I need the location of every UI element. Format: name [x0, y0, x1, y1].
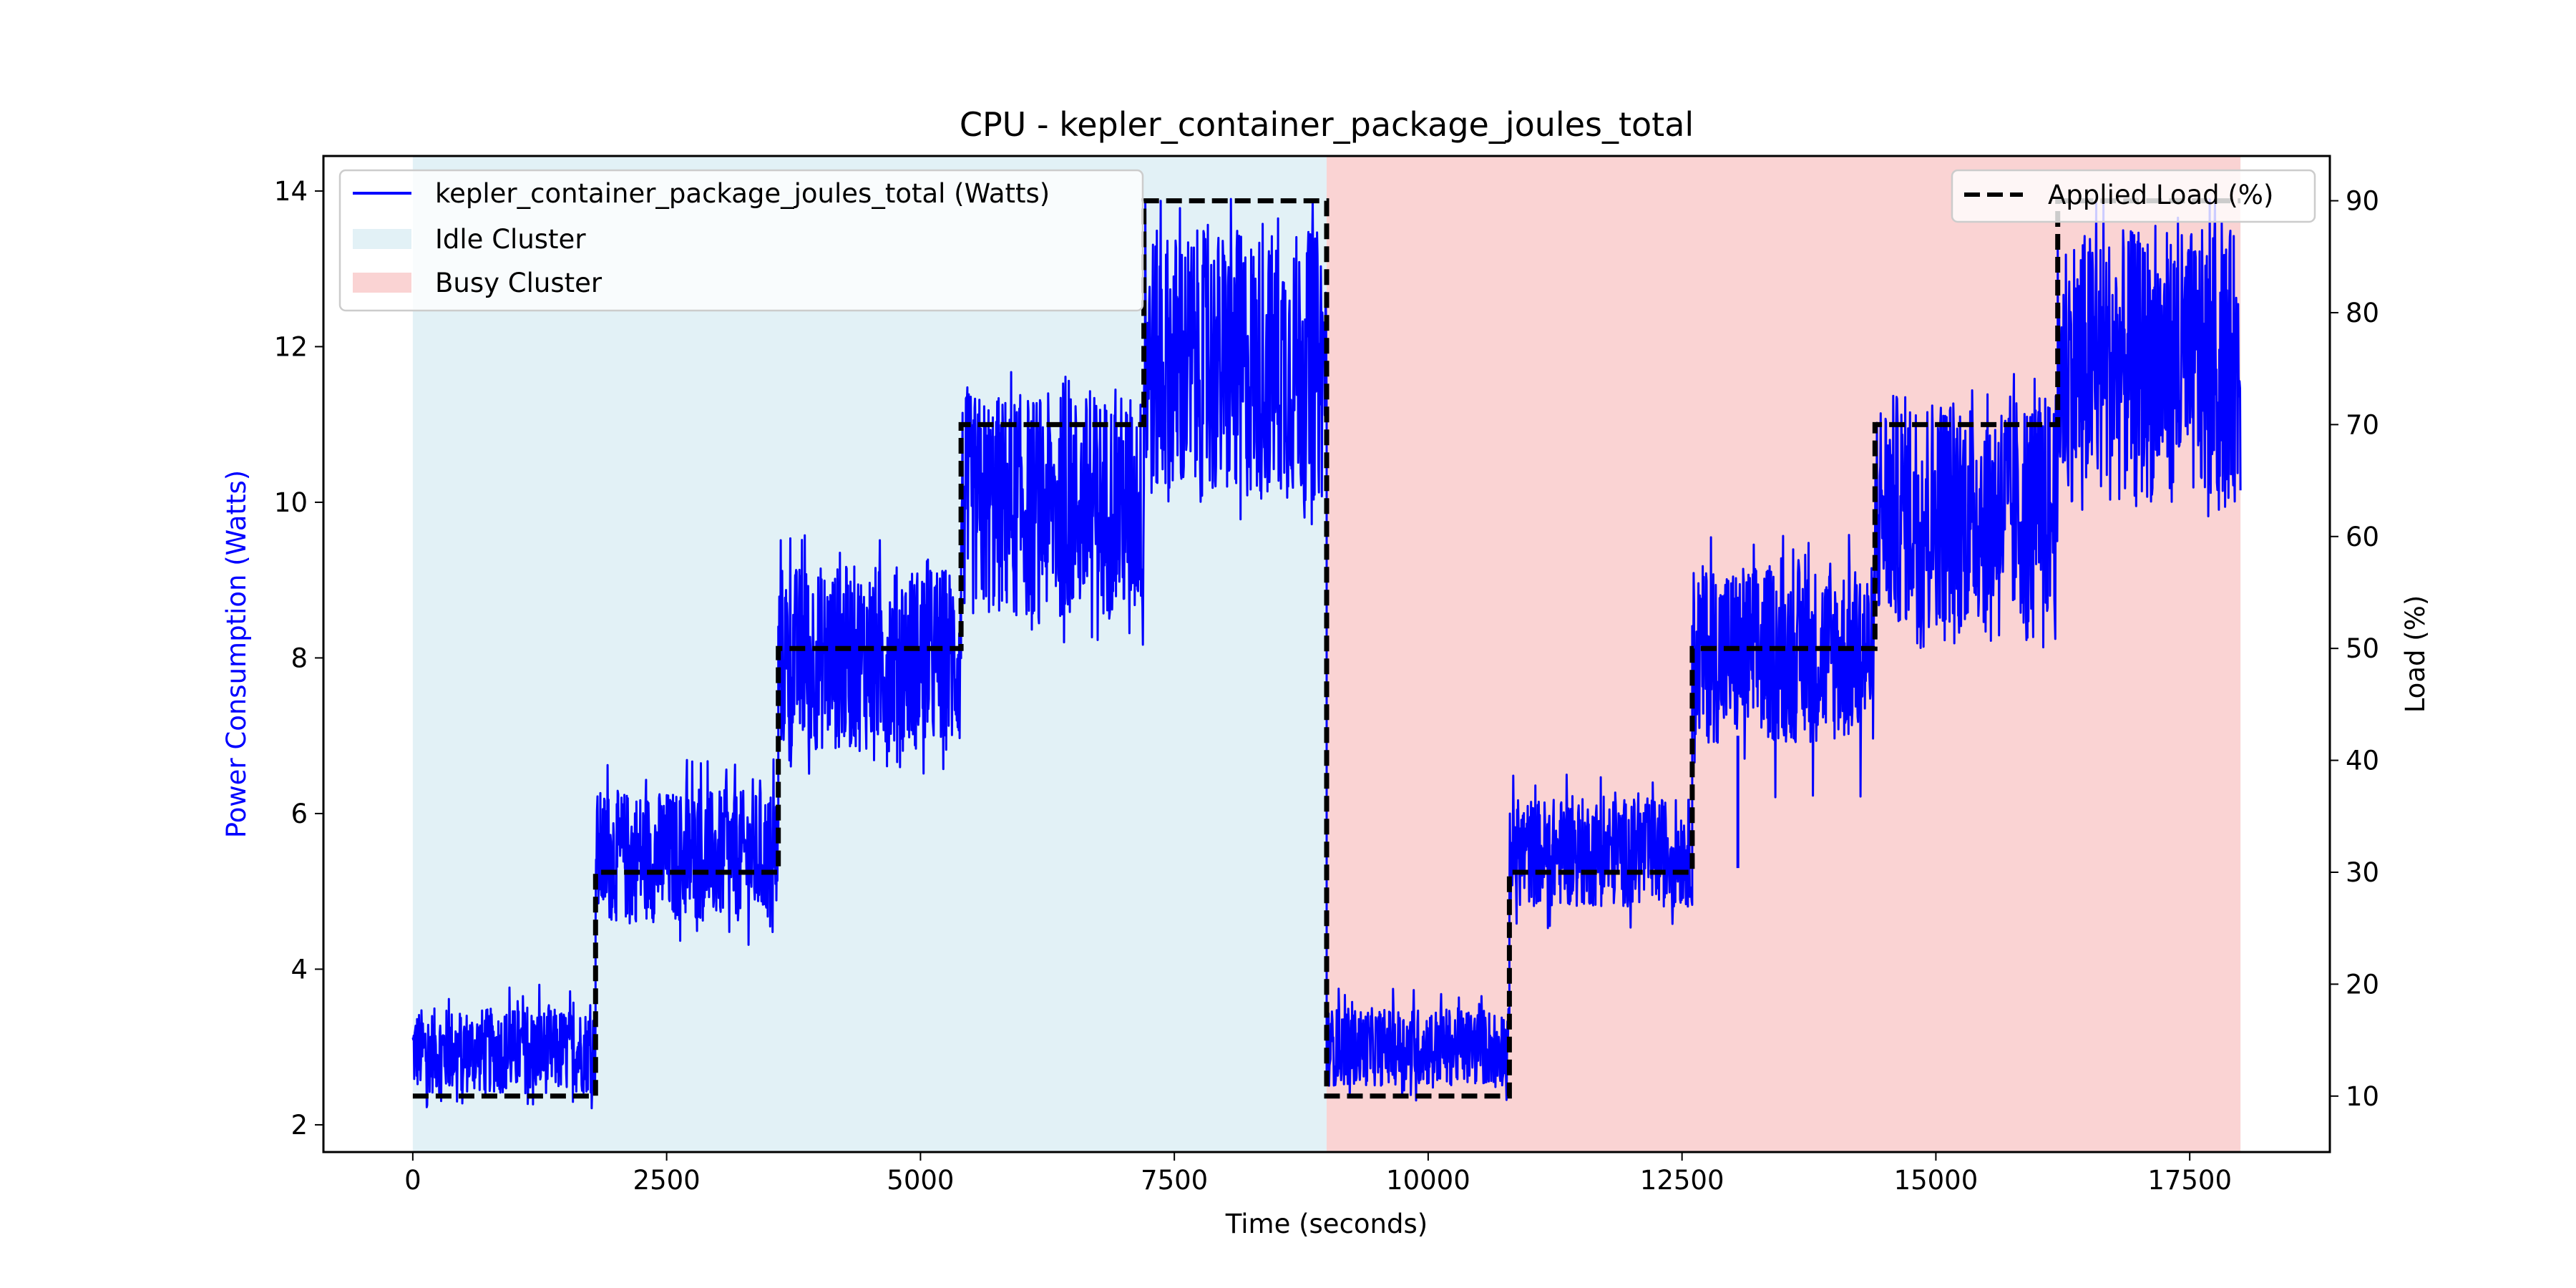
x-tick-label: 12500 — [1640, 1165, 1724, 1196]
legend-busy-swatch — [353, 273, 411, 293]
x-tick-label: 10000 — [1386, 1165, 1470, 1196]
power-series — [411, 197, 2242, 1110]
y-left-tick-label: 14 — [274, 176, 308, 207]
y-left-tick-label: 4 — [291, 954, 308, 985]
x-tick-label: 17500 — [2147, 1165, 2232, 1196]
y-left-tick-label: 10 — [274, 487, 308, 518]
x-tick-label: 7500 — [1141, 1165, 1208, 1196]
x-tick-label: 2500 — [633, 1165, 701, 1196]
y-axis-label-left: Power Consumption (Watts) — [221, 470, 252, 839]
legend-left-frame — [338, 169, 1144, 312]
x-axis-label: Time (seconds) — [1225, 1209, 1428, 1239]
y-axis-label-right: Load (%) — [2400, 595, 2431, 713]
power-line — [411, 197, 2242, 1110]
legend-power-label: kepler_container_package_joules_total (W… — [435, 178, 1050, 209]
y-right-tick-label: 30 — [2346, 857, 2379, 888]
y-left-tick-label: 8 — [291, 643, 308, 673]
x-axis: 0 2500 5000 7500 10000 12500 15000 17500 — [404, 1152, 2232, 1196]
y-right-tick-label: 10 — [2346, 1081, 2379, 1112]
plot-area — [411, 156, 2242, 1152]
x-tick-label: 15000 — [1894, 1165, 1979, 1196]
y-axis-right: 10 20 30 40 50 60 70 80 90 — [2330, 186, 2379, 1112]
x-tick-label: 5000 — [887, 1165, 954, 1196]
legend-right: Applied Load (%) — [1951, 169, 2316, 223]
y-left-tick-label: 12 — [274, 331, 308, 362]
legend-busy-label: Busy Cluster — [435, 268, 602, 298]
y-right-tick-label: 80 — [2346, 298, 2379, 328]
legend-idle-label: Idle Cluster — [435, 224, 586, 255]
y-axis-left: 2 4 6 8 10 12 14 — [274, 176, 323, 1141]
y-left-tick-label: 6 — [291, 799, 308, 829]
legend-right-frame — [1951, 169, 2316, 223]
y-right-tick-label: 90 — [2346, 186, 2379, 217]
legend-idle-swatch — [353, 229, 411, 249]
y-right-tick-label: 40 — [2346, 746, 2379, 776]
y-right-tick-label: 50 — [2346, 633, 2379, 664]
load-series — [412, 198, 2241, 1099]
legend-left: kepler_container_package_joules_total (W… — [338, 169, 1144, 312]
y-right-tick-label: 60 — [2346, 522, 2379, 552]
x-tick-label: 0 — [404, 1165, 421, 1196]
y-right-tick-label: 20 — [2346, 969, 2379, 1000]
y-left-tick-label: 2 — [291, 1110, 308, 1141]
legend-load-label: Applied Load (%) — [2048, 180, 2273, 210]
chart-title: CPU - kepler_container_package_joules_to… — [960, 105, 1694, 144]
axes-frame — [322, 155, 2331, 1153]
load-line — [412, 198, 2241, 1099]
y-right-tick-label: 70 — [2346, 409, 2379, 440]
